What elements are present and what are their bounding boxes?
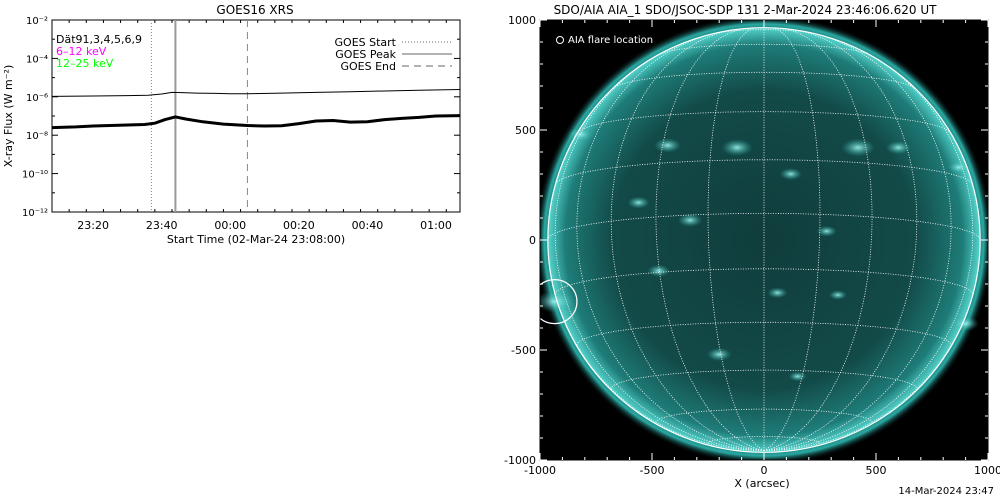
y-tick-label: 1000: [508, 14, 536, 27]
active-region: [886, 140, 911, 155]
active-region: [627, 196, 650, 209]
longitude-line: [554, 48, 765, 451]
longitude-line: [763, 48, 974, 451]
channel-label: 12–25 keV: [56, 57, 114, 70]
x-tick-label: 23:20: [77, 219, 109, 232]
goes-xrs-panel: GOES16 XRS 10⁻¹² 10⁻¹⁰ 10⁻⁸ 10⁻⁶ 10⁻⁴ 10⁻² 23:…: [0, 0, 490, 500]
aia-image-panel: SDO/AIA AIA_1 SDO/JSOC-SDP 131 2-Mar-202…: [490, 0, 1000, 500]
y-tick-label: 10⁻¹⁰: [22, 170, 48, 181]
x-tick-label: -500: [640, 464, 665, 477]
longitude-line: [763, 29, 918, 451]
y-tick-label: 10⁻⁶: [26, 93, 48, 104]
active-region: [816, 225, 837, 237]
footer-timestamp: 14-Mar-2024 23:47: [898, 486, 994, 497]
y-tick-label: 500: [515, 124, 536, 137]
active-region: [654, 138, 682, 153]
x-axis-label: Start Time (02-Mar-24 23:08:00): [167, 233, 345, 246]
plot-content: 10⁻¹² 10⁻¹⁰ 10⁻⁸ 10⁻⁶ 10⁻⁴ 10⁻² 23:20 23:40 00:0…: [22, 16, 461, 232]
plot-frame: [51, 19, 461, 213]
active-region: [721, 139, 753, 157]
active-region: [788, 371, 807, 382]
y-tick-label: 10⁻⁸: [26, 131, 48, 142]
x-tick-label: -1000: [524, 464, 556, 477]
active-region: [841, 138, 875, 157]
y-tick-label: 10⁻⁴: [26, 54, 48, 65]
aia-solar-image: SDO/AIA AIA_1 SDO/JSOC-SDP 131 2-Mar-202…: [504, 3, 1000, 490]
latitude-line: [610, 369, 918, 389]
y-tick-label: -500: [511, 344, 536, 357]
series-line-long: [51, 89, 461, 97]
active-region: [677, 213, 703, 227]
latitude-line: [554, 268, 974, 295]
latitude-line: [655, 408, 873, 423]
y-tick-label: 0: [529, 234, 536, 247]
longitude-line: [610, 29, 765, 451]
longitude-line: [763, 27, 821, 451]
latitude-line: [577, 111, 951, 133]
active-region: [767, 287, 788, 299]
legend-label: AIA flare location: [568, 35, 653, 46]
y-tick-label: -1000: [504, 454, 536, 467]
latitude-line: [659, 43, 869, 55]
channel-label: Dät91,3,4,5,6,9: [56, 33, 142, 46]
x-tick-label: 500: [866, 464, 887, 477]
series-line-short: [51, 114, 461, 130]
longitude-line: [707, 27, 765, 451]
goes-xrs-chart: GOES16 XRS 10⁻¹² 10⁻¹⁰ 10⁻⁸ 10⁻⁶ 10⁻⁴ 10⁻² 23:…: [2, 3, 461, 246]
x-axis-label-arcsec: X (arcsec): [734, 477, 789, 490]
latitude-line: [707, 436, 821, 444]
x-tick-label: 23:40: [146, 219, 178, 232]
active-region: [779, 167, 803, 181]
legend-label: GOES Peak: [335, 48, 396, 61]
image-title: SDO/AIA AIA_1 SDO/JSOC-SDP 131 2-Mar-202…: [554, 3, 938, 17]
x-tick-label: 00:20: [283, 219, 315, 232]
x-tick-label: 00:40: [352, 219, 384, 232]
y-tick-label: 10⁻²: [26, 16, 48, 27]
x-tick-label: 00:00: [214, 219, 246, 232]
legend-label: GOES Start: [335, 36, 397, 49]
active-region: [706, 347, 732, 362]
latitude-line: [715, 29, 813, 34]
latitude-line: [547, 213, 981, 241]
active-region: [952, 316, 980, 331]
x-tick-label: 0: [761, 464, 768, 477]
y-tick-label: 10⁻¹²: [22, 208, 48, 219]
chart-title: GOES16 XRS: [216, 3, 293, 17]
image-axes: -1000 -500 0 500 1000 -1000 -500 0 500 1000: [504, 14, 1000, 477]
active-region: [947, 161, 971, 174]
x-tick-label: 01:00: [420, 219, 452, 232]
active-region: [828, 290, 847, 300]
active-region: [647, 264, 670, 277]
flare-location-circle: [540, 279, 578, 325]
x-tick-label: 1000: [974, 464, 1000, 477]
channel-label: 6–12 keV: [56, 45, 107, 58]
y-axis-label: X-ray Flux (W m⁻²): [2, 65, 15, 167]
legend-circle-icon: [556, 36, 564, 44]
solar-limb: [547, 27, 981, 453]
legend-label: GOES End: [340, 60, 396, 73]
solar-disk-image: AIA flare location: [540, 20, 988, 460]
